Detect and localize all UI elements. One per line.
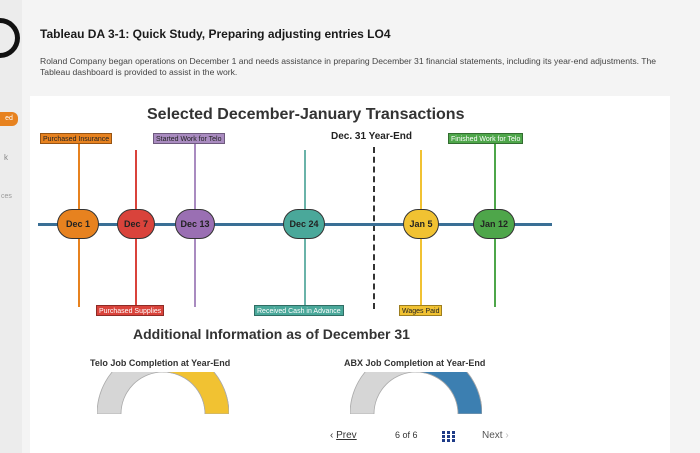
next-label: Next: [482, 430, 503, 441]
event-tag-started-work: Started Work for Telo: [153, 133, 225, 144]
page-indicator: 6 of 6: [395, 430, 418, 440]
telo-completion-gauge: [97, 372, 229, 414]
event-node-jan12[interactable]: Jan 12: [473, 209, 515, 239]
intro-text: Roland Company began operations on Decem…: [40, 56, 657, 77]
grid-icon[interactable]: [442, 431, 455, 442]
event-tag-finished-work: Finished Work for Telo: [448, 133, 524, 144]
prev-button[interactable]: ‹ Prev: [330, 430, 357, 441]
event-tag-purchased-supplies: Purchased Supplies: [96, 305, 165, 316]
event-tag-wages-paid: Wages Paid: [399, 305, 443, 316]
year-end-dashed-line: [373, 147, 375, 309]
telo-gauge-title: Telo Job Completion at Year-End: [90, 358, 231, 368]
side-text-k: k: [4, 153, 8, 162]
event-tag-purchased-insurance: Purchased Insurance: [40, 133, 113, 144]
year-end-label: Dec. 31 Year-End: [331, 131, 412, 142]
next-button[interactable]: Next ›: [482, 430, 509, 441]
event-node-jan5[interactable]: Jan 5: [403, 209, 439, 239]
abx-completion-gauge: [350, 372, 482, 414]
left-strip: ed k ces: [0, 0, 29, 453]
chevron-right-icon: ›: [505, 430, 509, 441]
abx-gauge-fill: [415, 372, 482, 414]
side-text-ces: ces: [1, 193, 12, 200]
side-tab[interactable]: ed: [0, 112, 18, 126]
chart-title: Selected December-January Transactions: [147, 106, 465, 123]
page-title: Tableau DA 3-1: Quick Study, Preparing a…: [40, 27, 391, 41]
event-tag-received-cash: Received Cash in Advance: [254, 305, 344, 316]
chevron-left-icon: ‹: [330, 430, 334, 441]
prev-label: Prev: [336, 430, 357, 441]
event-node-dec1[interactable]: Dec 1: [57, 209, 99, 239]
event-node-dec24[interactable]: Dec 24: [283, 209, 325, 239]
telo-gauge-fill: [162, 372, 229, 414]
abx-gauge-title: ABX Job Completion at Year-End: [344, 358, 486, 368]
event-node-dec13[interactable]: Dec 13: [175, 209, 215, 239]
progress-ring-icon: [0, 9, 29, 67]
additional-info-title: Additional Information as of December 31: [133, 326, 410, 342]
event-node-dec7[interactable]: Dec 7: [117, 209, 155, 239]
